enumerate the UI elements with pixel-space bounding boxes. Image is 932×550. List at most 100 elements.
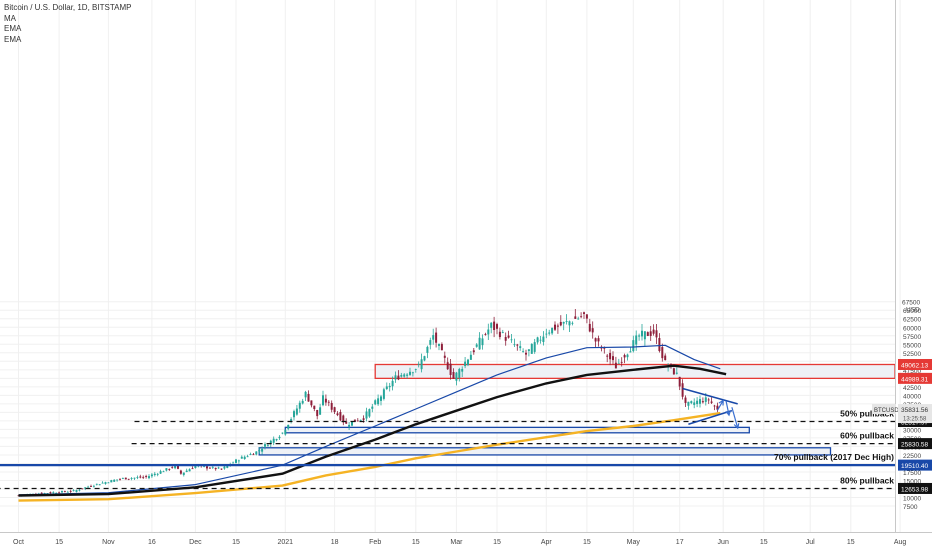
candle-body [258,450,261,452]
candle-body [371,406,374,409]
indicator-ema-1[interactable]: EMA [4,24,22,33]
candle-body [142,476,145,478]
candle-body [310,400,313,406]
y-tick-label: 30000 [903,427,921,434]
candle-body [626,354,629,358]
candle-body [516,344,519,346]
candle-body [101,482,104,484]
candle-body [687,401,690,406]
candle-body [330,402,333,410]
candle-body [252,454,255,456]
triangle-trendline [688,409,733,426]
y-tick-label: 47500 [903,368,921,375]
projection-arrow-line [716,400,724,411]
candle-body [461,368,464,372]
candle-body [614,362,617,369]
candle-body [365,411,368,419]
candle-body [423,356,426,361]
candle-body [655,330,658,338]
candle-body [658,338,661,352]
candle-body [75,490,78,492]
candle-body [261,448,264,452]
candle-body [188,469,191,472]
candle-body [533,342,536,352]
candle-body [179,470,182,474]
candle-body [681,383,684,397]
candle-body [237,460,240,462]
candle-body [400,375,403,377]
candle-body [385,386,388,390]
candle-body [464,361,467,367]
candle-body [519,346,522,349]
candle-body [551,327,554,334]
candle-body [588,323,591,332]
candle-body [539,339,542,341]
x-tick-label: Mar [450,539,463,546]
candle-body [716,405,719,410]
candle-body [469,354,472,360]
moving-averages [18,344,727,502]
candle-body [145,476,148,477]
candle-body [620,361,623,363]
y-tick-label: 7500 [903,504,918,511]
level-price-tag [898,438,932,450]
y-tick-label: 10000 [903,496,921,503]
indicator-ema-2[interactable]: EMA [4,34,22,44]
candle-body [455,372,458,381]
legend: Bitcoin / U.S. Dollar, 1D, BITSTAMP MA E… [4,3,131,45]
candle-body [150,474,153,477]
candle-body [153,473,156,476]
candle-body [594,338,597,342]
candle-body [493,321,496,331]
candle-body [185,470,188,472]
candle-body [104,482,107,484]
y-tick-label: 60000 [903,325,921,332]
candle-body [208,467,211,469]
candle-body [174,465,177,469]
price-tags: 32317.9725830.5819510.4012653.9849062.13… [872,358,932,494]
candle-body [643,331,646,340]
candle-body [510,339,513,341]
candle-body [58,492,61,494]
candle-body [243,456,246,459]
candle-body [652,329,655,334]
candle-body [487,329,490,335]
x-tick-label: 15 [232,539,240,546]
candle-body [452,371,455,379]
candle-body [177,465,179,469]
level-price-tag [898,459,932,471]
pullback-levels: 50% pullback 60% pullback 70% pullback (20… [0,409,895,490]
candle-body [107,482,110,484]
candle-body [397,375,400,380]
candle-body [672,368,675,375]
triangle-trendline [682,387,738,405]
candle-body [284,429,287,435]
candle-body [52,492,55,494]
x-tick-label: 18 [331,539,339,546]
candle-body [272,438,275,443]
candle-body [313,405,316,410]
candle-body [171,467,174,468]
candle-body [69,490,72,492]
candle-body [478,337,481,350]
indicator-ma[interactable]: MA [4,13,16,23]
candle-body [507,335,510,338]
candle-body [72,490,75,492]
x-tick-label: 15 [760,539,768,546]
level-price-text: 25830.58 [901,442,928,449]
candle-body [211,466,214,468]
projection-arrow-head [733,423,740,430]
candle-body [194,465,197,469]
candle-body [333,407,336,413]
candle-body [649,331,652,336]
candle-body [612,356,614,361]
candle-body [420,359,423,370]
candle-body [632,340,635,352]
candle-body [127,478,130,480]
candle-body [345,421,348,424]
candle-body [562,321,565,324]
candle-body [240,456,243,459]
candle-body [49,492,52,494]
candle-body [565,321,568,322]
